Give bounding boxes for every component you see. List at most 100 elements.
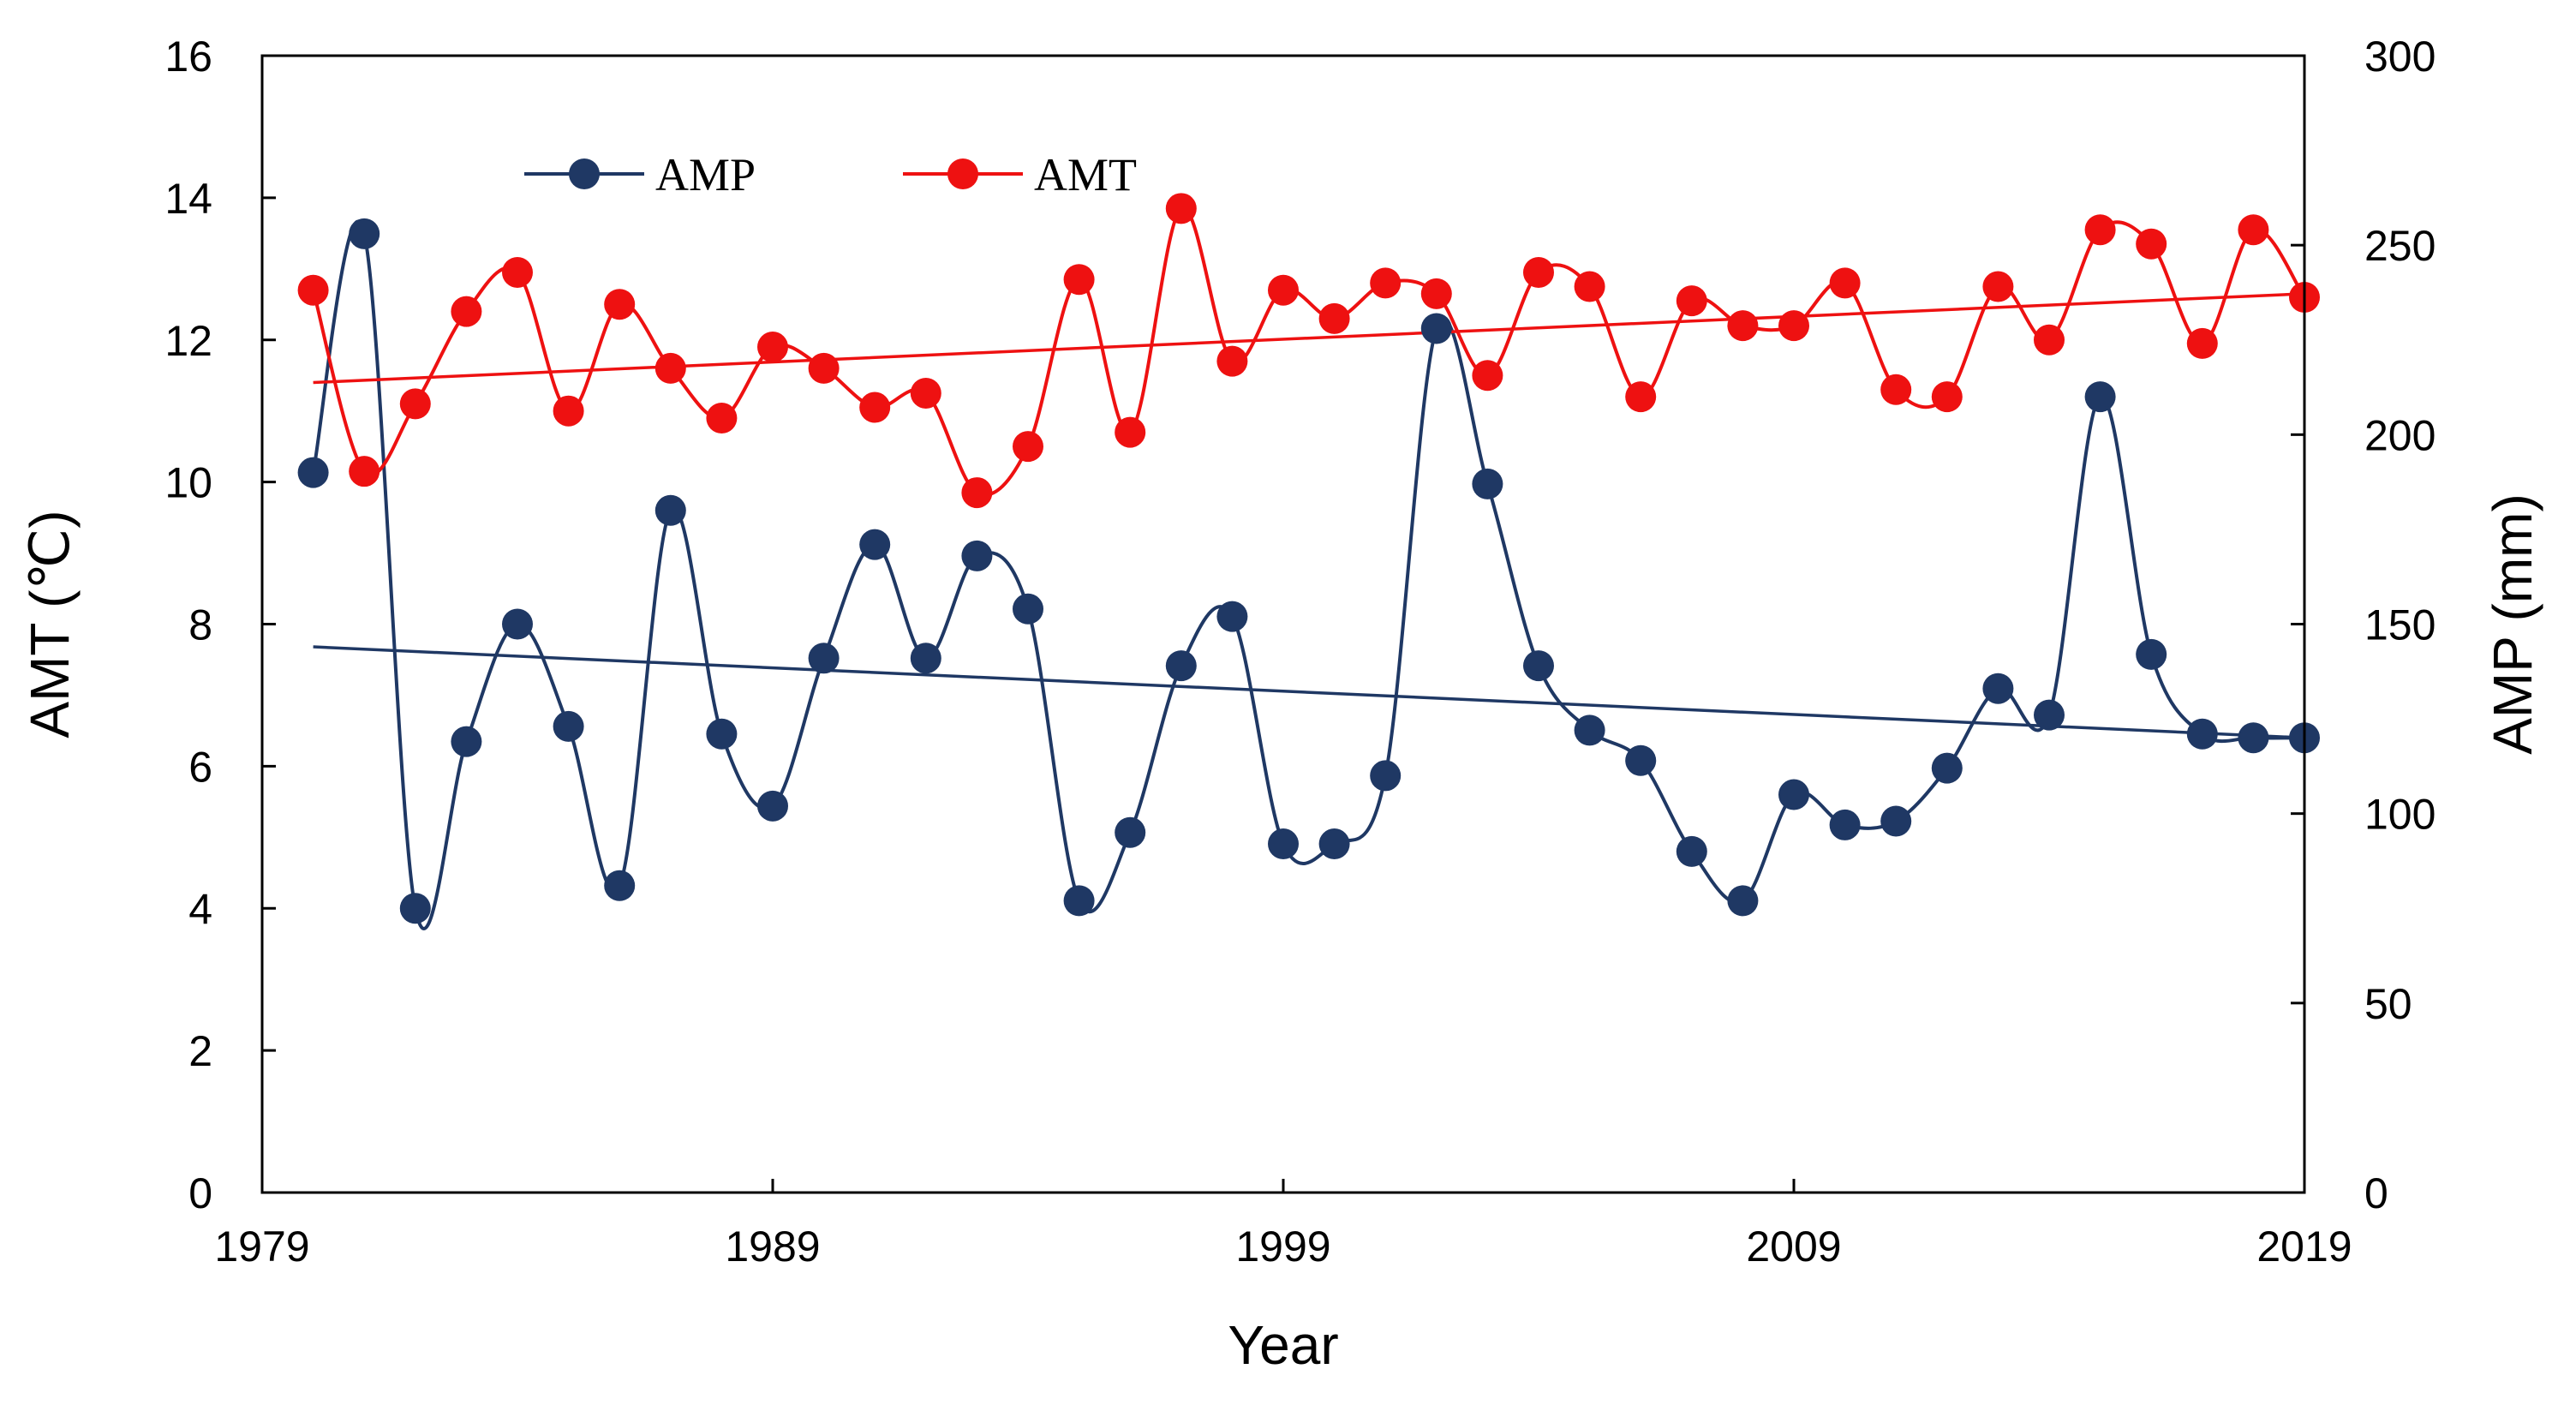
y-left-tick-label-4: 4 (188, 885, 212, 933)
amt-point-2001 (1370, 267, 1402, 299)
amt-point-2017 (2186, 327, 2218, 359)
amt-point-1997 (1165, 193, 1197, 224)
legend-amp-marker (569, 158, 600, 189)
y-right-tick-label-100: 100 (2364, 791, 2436, 839)
amt-point-2013 (1982, 271, 2014, 302)
amp-point-2017 (2186, 718, 2218, 750)
amp-point-1996 (1115, 816, 1146, 848)
amt-point-2018 (2238, 214, 2269, 246)
amp-point-1997 (1165, 650, 1197, 682)
amp-point-2012 (1931, 752, 1963, 784)
amp-point-2001 (1370, 760, 1402, 792)
amp-point-1998 (1216, 601, 1248, 632)
amt-point-2003 (1472, 360, 1503, 392)
amp-point-1992 (910, 643, 941, 674)
amt-point-1987 (654, 352, 686, 384)
axis-ticks (260, 54, 2306, 1194)
amt-point-1996 (1115, 416, 1146, 448)
amp-point-1994 (1013, 593, 1043, 625)
amp-point-2008 (1727, 885, 1759, 917)
amt-point-1981 (349, 456, 380, 487)
y-right-tick-label-300: 300 (2364, 33, 2436, 81)
amp-point-1981 (349, 218, 380, 249)
amp-point-1982 (399, 893, 431, 924)
y-left-tick-label-16: 16 (164, 33, 212, 81)
y-right-axis-title: AMP (mm) (2482, 493, 2543, 755)
amp-point-2016 (2136, 638, 2167, 670)
amp-point-2006 (1625, 744, 1657, 776)
amp-point-2002 (1420, 313, 1452, 344)
amt-point-1985 (553, 395, 584, 427)
amt-point-1988 (706, 402, 738, 433)
amp-point-1991 (859, 529, 891, 560)
amt-point-2015 (2084, 214, 2116, 246)
amp-point-1995 (1063, 885, 1095, 917)
amp-point-2003 (1472, 468, 1503, 499)
x-axis-title: Year (1228, 1314, 1338, 1376)
amt-point-2000 (1318, 302, 1350, 334)
legend-amt-marker (947, 158, 978, 189)
amp-point-2000 (1318, 828, 1350, 860)
amt-point-1986 (604, 289, 636, 320)
amp-trend-line (313, 645, 2305, 739)
x-tick-label-1979: 1979 (214, 1223, 309, 1270)
amt-point-2009 (1778, 310, 1809, 342)
amp-point-2014 (2034, 699, 2065, 731)
amt-point-2004 (1523, 256, 1554, 288)
amt-point-1993 (961, 477, 993, 509)
y-left-tick-label-2: 2 (188, 1027, 212, 1075)
y-right-tick-label-150: 150 (2364, 601, 2436, 649)
legend: AMP AMT (524, 149, 1137, 200)
y-left-tick-label-14: 14 (164, 175, 212, 223)
legend-amp-label: AMP (655, 149, 756, 200)
y-right-tick-label-200: 200 (2364, 411, 2436, 459)
y-right-tick-label-50: 50 (2364, 980, 2412, 1028)
amp-point-2009 (1778, 779, 1809, 810)
x-tick-label-1999: 1999 (1235, 1223, 1330, 1270)
amp-point-1999 (1268, 828, 1299, 860)
amp-point-1990 (808, 643, 840, 674)
amp-point-1989 (757, 790, 788, 822)
y-left-tick-label-12: 12 (164, 317, 212, 365)
amt-point-1990 (808, 352, 840, 384)
amp-point-1987 (654, 494, 686, 526)
y-left-tick-label-10: 10 (164, 459, 212, 507)
amt-point-2014 (2034, 324, 2065, 356)
x-tick-label-2019: 2019 (2256, 1223, 2352, 1270)
amt-point-2002 (1420, 278, 1452, 309)
amt-point-1995 (1063, 264, 1095, 296)
x-tick-label-1989: 1989 (725, 1223, 820, 1270)
amt-trend-line (313, 292, 2305, 385)
y-left-axis-title: AMT (℃) (19, 510, 81, 738)
amt-point-1989 (757, 332, 788, 363)
series-markers (297, 193, 2320, 924)
amt-point-1984 (502, 256, 533, 288)
amt-point-2011 (1880, 374, 1912, 405)
amt-point-2008 (1727, 310, 1759, 342)
amt-point-1994 (1013, 431, 1043, 463)
amp-point-1983 (451, 726, 482, 757)
amt-point-2016 (2136, 228, 2167, 260)
amt-point-2006 (1625, 381, 1657, 413)
amt-point-2005 (1574, 271, 1605, 302)
amp-point-1985 (553, 710, 584, 742)
amp-point-2018 (2238, 722, 2269, 754)
y-left-tick-label-0: 0 (188, 1169, 212, 1217)
amt-point-1980 (297, 274, 329, 306)
amp-point-2013 (1982, 673, 2014, 704)
amt-point-1999 (1268, 274, 1299, 306)
y-left-tick-label-8: 8 (188, 601, 212, 649)
amt-point-2007 (1676, 285, 1707, 317)
amp-point-1986 (604, 870, 636, 901)
amp-point-1993 (961, 540, 993, 571)
y-left-tick-label-6: 6 (188, 743, 212, 791)
amt-point-1982 (399, 388, 431, 420)
amt-point-2010 (1829, 267, 1861, 299)
y-right-tick-label-0: 0 (2364, 1169, 2388, 1217)
amt-point-1998 (1216, 345, 1248, 377)
amp-point-2010 (1829, 809, 1861, 840)
amp-point-1980 (297, 457, 329, 488)
